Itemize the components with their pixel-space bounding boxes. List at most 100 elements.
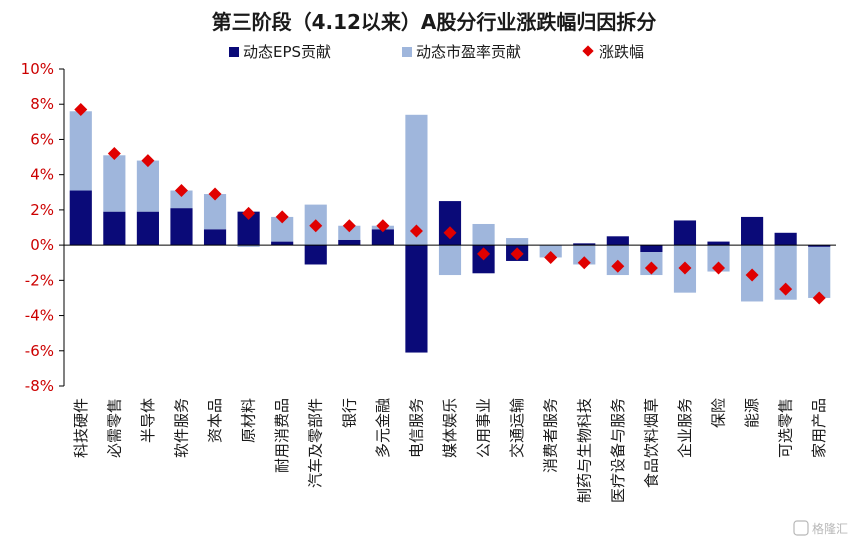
legend-label-eps: 动态EPS贡献 bbox=[243, 43, 331, 61]
x-tick-label: 公用事业 bbox=[475, 398, 493, 458]
change-marker-5 bbox=[208, 187, 222, 201]
change-marker-17 bbox=[611, 259, 625, 273]
change-marker-23 bbox=[812, 291, 826, 305]
eps-bar-17 bbox=[606, 236, 629, 246]
change-marker-14 bbox=[510, 247, 524, 261]
eps-bar-5 bbox=[203, 229, 227, 246]
change-marker-10 bbox=[376, 219, 390, 233]
x-tick-label: 资本品 bbox=[206, 398, 224, 443]
eps-bar-11 bbox=[405, 245, 428, 353]
legend-item-eps: 动态EPS贡献 bbox=[229, 43, 331, 61]
pe-bar-4 bbox=[170, 190, 193, 209]
watermark: 格隆汇 bbox=[793, 520, 848, 536]
change-marker-1 bbox=[74, 103, 88, 117]
y-tick-label: 2% bbox=[30, 201, 54, 219]
x-tick-label: 交通运输 bbox=[508, 398, 526, 458]
x-tick-label: 媒体娱乐 bbox=[441, 398, 459, 458]
pe-bar-14 bbox=[506, 238, 529, 246]
x-axis-ticks: 科技硬件 必需零售 半导体 软件服务 资本品 原材料 耐用消费品 汽车及零部件 银行 多元金融 电信… bbox=[72, 398, 828, 503]
change-marker-19 bbox=[678, 261, 692, 275]
eps-bar-23 bbox=[808, 245, 831, 247]
legend-label-change: 涨跌幅 bbox=[599, 43, 644, 61]
legend-marker-change bbox=[582, 45, 594, 57]
eps-bar-4 bbox=[170, 208, 193, 246]
x-tick-label: 企业服务 bbox=[676, 398, 694, 458]
eps-bar-2 bbox=[103, 211, 126, 246]
eps-bar-9 bbox=[338, 239, 361, 246]
pe-bar-1 bbox=[69, 111, 92, 191]
y-tick-label: 6% bbox=[30, 130, 54, 148]
x-tick-label: 半导体 bbox=[139, 398, 157, 443]
pe-bar-3 bbox=[136, 160, 159, 212]
chart-title: 第三阶段（4.12以来）A股分行业涨跌幅归因拆分 bbox=[212, 10, 657, 34]
pe-bar-22 bbox=[774, 245, 797, 300]
legend-item-pe: 动态市盈率贡献 bbox=[402, 43, 521, 61]
y-tick-label: 10% bbox=[21, 60, 54, 78]
pe-bar-2 bbox=[103, 155, 126, 212]
x-tick-label: 医疗设备与服务 bbox=[609, 398, 627, 503]
pe-bar-5 bbox=[203, 194, 227, 230]
eps-bar-21 bbox=[741, 216, 764, 246]
y-axis-ticks: -8% -6% -4% -2% 0% 2% 4% 6% 8% 10% bbox=[21, 60, 64, 395]
x-tick-label: 能源 bbox=[743, 398, 761, 428]
change-marker-9 bbox=[342, 219, 356, 233]
y-tick-label: 4% bbox=[30, 166, 54, 184]
x-tick-label: 软件服务 bbox=[172, 398, 190, 458]
change-marker-16 bbox=[577, 256, 591, 270]
eps-bar-1 bbox=[69, 190, 92, 246]
pe-bar-13 bbox=[472, 223, 495, 246]
y-tick-label: -6% bbox=[25, 342, 54, 360]
legend-swatch-pe bbox=[402, 47, 412, 57]
change-marker-13 bbox=[477, 247, 491, 261]
eps-bar-22 bbox=[774, 232, 797, 246]
x-tick-label: 汽车及零部件 bbox=[307, 398, 325, 488]
eps-bar-7 bbox=[271, 241, 294, 246]
legend-item-change: 涨跌幅 bbox=[582, 43, 644, 61]
change-marker-20 bbox=[712, 261, 726, 275]
change-marker-8 bbox=[309, 219, 323, 233]
eps-bar-19 bbox=[673, 220, 697, 246]
y-tick-label: -2% bbox=[25, 271, 54, 289]
change-marker-11 bbox=[409, 224, 423, 238]
x-tick-label: 多元金融 bbox=[374, 398, 392, 458]
legend-label-pe: 动态市盈率贡献 bbox=[416, 43, 521, 61]
watermark-text: 格隆汇 bbox=[812, 521, 848, 536]
eps-bar-20 bbox=[707, 241, 730, 246]
pe-bar-23 bbox=[808, 246, 831, 298]
eps-bar-8 bbox=[304, 245, 327, 265]
change-marker-6 bbox=[242, 206, 256, 220]
change-marker-12 bbox=[443, 226, 457, 240]
x-tick-label: 家用产品 bbox=[810, 398, 828, 458]
legend: 动态EPS贡献 动态市盈率贡献 涨跌幅 bbox=[229, 43, 644, 61]
x-tick-label: 原材料 bbox=[240, 398, 258, 443]
x-tick-label: 科技硬件 bbox=[72, 398, 90, 458]
eps-bar-16 bbox=[573, 243, 596, 246]
change-marker-4 bbox=[174, 184, 188, 198]
pe-bar-6 bbox=[237, 245, 260, 247]
pe-bar-16 bbox=[573, 245, 596, 265]
change-marker-3 bbox=[141, 154, 155, 168]
change-marker-15 bbox=[544, 250, 558, 264]
change-marker-7 bbox=[275, 210, 289, 224]
pe-bar-7 bbox=[271, 216, 294, 242]
change-marker-22 bbox=[779, 282, 793, 296]
pe-bar-9 bbox=[338, 225, 361, 240]
change-markers bbox=[74, 103, 826, 305]
x-tick-label: 制药与生物科技 bbox=[575, 398, 593, 503]
x-tick-label: 银行 bbox=[340, 398, 358, 428]
y-tick-label: -8% bbox=[25, 377, 54, 395]
y-tick-label: -4% bbox=[25, 307, 54, 325]
x-tick-label: 必需零售 bbox=[105, 398, 123, 458]
x-tick-label: 耐用消费品 bbox=[273, 398, 291, 473]
x-tick-label: 电信服务 bbox=[407, 398, 425, 458]
y-tick-label: 8% bbox=[30, 95, 54, 113]
x-tick-label: 消费者服务 bbox=[542, 398, 560, 473]
eps-bar-10 bbox=[371, 229, 394, 246]
pe-bar-20 bbox=[707, 245, 730, 272]
change-marker-18 bbox=[644, 261, 658, 275]
legend-swatch-eps bbox=[229, 47, 239, 57]
pe-bar-12 bbox=[438, 245, 462, 276]
x-tick-label: 保险 bbox=[710, 398, 728, 428]
eps-bar-18 bbox=[640, 245, 663, 253]
